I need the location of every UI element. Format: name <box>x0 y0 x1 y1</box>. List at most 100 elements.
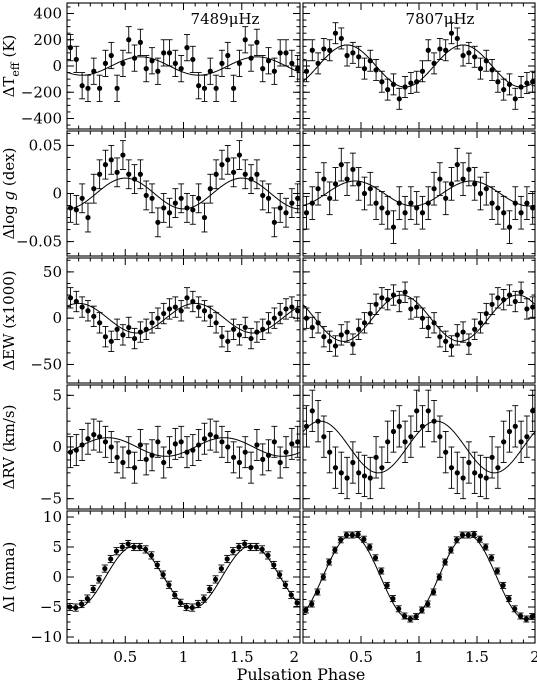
data-point <box>460 52 466 59</box>
data-point <box>73 207 79 213</box>
data-point <box>459 532 466 538</box>
data-point <box>125 541 131 547</box>
data-point <box>443 195 449 201</box>
data-point <box>379 205 385 211</box>
data-point <box>277 205 283 211</box>
panel-frame <box>66 384 301 510</box>
data-point <box>530 205 536 211</box>
data-point <box>425 200 431 206</box>
data-point <box>309 200 315 206</box>
data-point <box>219 60 225 66</box>
data-point <box>367 475 373 481</box>
data-point <box>271 68 277 74</box>
data-point <box>260 66 266 72</box>
data-point <box>149 320 155 326</box>
data-point <box>338 35 344 42</box>
y-tick-label: −10 <box>30 628 62 646</box>
data-point <box>401 613 408 619</box>
data-point <box>495 79 501 85</box>
data-point <box>236 152 243 158</box>
data-point <box>230 326 237 332</box>
data-point <box>344 475 350 481</box>
data-point <box>155 439 161 445</box>
data-point <box>294 600 300 606</box>
data-point <box>338 537 344 543</box>
data-point <box>242 449 248 455</box>
data-point <box>414 79 420 85</box>
data-point <box>120 459 126 466</box>
data-point <box>236 459 243 466</box>
data-point <box>309 408 315 414</box>
data-point <box>356 54 362 60</box>
data-point <box>356 326 362 332</box>
data-point <box>506 596 512 602</box>
y-tick-label: 0 <box>52 438 62 456</box>
data-point <box>143 192 149 199</box>
data-point <box>190 447 196 453</box>
data-point <box>155 219 161 225</box>
data-point <box>97 171 103 177</box>
data-point <box>161 459 167 466</box>
data-point <box>379 295 385 301</box>
data-point <box>114 169 120 175</box>
data-point <box>349 532 355 538</box>
data-point <box>512 200 518 206</box>
data-point <box>321 176 327 182</box>
data-point <box>97 85 103 91</box>
data-point <box>443 47 449 53</box>
data-point <box>512 96 518 102</box>
data-point <box>137 171 143 177</box>
data-point <box>489 454 495 460</box>
data-point <box>367 186 373 192</box>
data-point <box>213 85 219 91</box>
data-point <box>102 566 108 572</box>
data-point <box>419 68 426 74</box>
x-tick-label: 1 <box>179 648 189 666</box>
data-point <box>402 210 408 216</box>
panel-frame <box>66 510 301 644</box>
data-point <box>178 195 184 201</box>
data-point <box>523 616 529 622</box>
data-point <box>177 600 184 606</box>
data-point <box>289 60 295 66</box>
y-tick-label: 200 <box>33 31 62 49</box>
y-axis-label-rv: ΔRV (km/s) <box>0 405 18 490</box>
data-point <box>327 195 333 201</box>
model-curve <box>67 177 300 210</box>
data-point <box>419 423 426 429</box>
data-point <box>327 47 333 53</box>
data-point <box>201 436 208 442</box>
data-point <box>289 200 295 206</box>
data-point <box>303 210 310 216</box>
data-point <box>137 442 143 448</box>
data-point <box>248 176 254 182</box>
data-point <box>408 200 414 206</box>
data-point <box>230 85 237 91</box>
data-point <box>219 439 225 445</box>
data-point <box>207 68 213 74</box>
data-point <box>517 613 524 619</box>
y-axis-label-int: ΔI (mma) <box>0 542 18 613</box>
data-point <box>303 607 309 613</box>
data-point <box>529 614 535 620</box>
data-point <box>190 56 196 63</box>
data-point <box>254 39 260 45</box>
data-point <box>148 552 155 559</box>
data-point <box>506 292 513 298</box>
data-point <box>315 418 321 424</box>
data-point <box>85 214 91 221</box>
data-point <box>414 304 420 310</box>
y-tick-label: 0 <box>52 568 62 586</box>
data-point <box>396 298 402 305</box>
data-point <box>149 452 155 458</box>
data-point <box>190 298 196 305</box>
data-point <box>390 596 396 602</box>
data-point <box>108 52 114 59</box>
y-tick-label: 50 <box>43 263 62 281</box>
x-tick-label: 2 <box>289 648 299 666</box>
y-tick-label: 5 <box>52 538 62 556</box>
data-point <box>201 85 208 91</box>
data-point <box>338 470 344 476</box>
panel-frame <box>66 257 301 384</box>
x-tick-label: 1.5 <box>465 648 489 666</box>
